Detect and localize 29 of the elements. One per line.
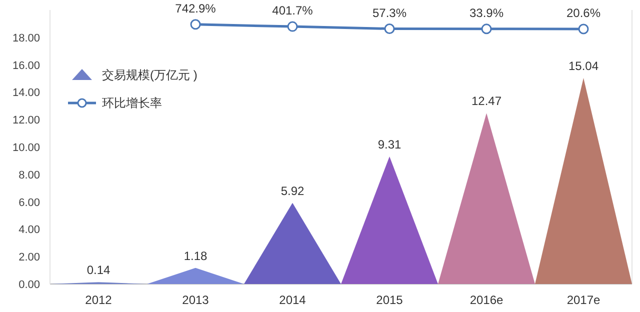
legend-label: 交易规模(万亿元 ) (102, 68, 198, 82)
data-label: 12.47 (471, 94, 502, 108)
y-tick-label: 12.00 (12, 114, 40, 127)
x-tick-label: 2012 (85, 293, 112, 307)
data-label: 0.14 (86, 263, 110, 278)
x-tick-label: 2017e (566, 293, 601, 307)
y-tick-label: 14.00 (12, 87, 40, 100)
y-tick-label: 16.00 (12, 60, 40, 72)
x-tick-label: 2014 (279, 293, 306, 307)
y-tick-label: 6.00 (18, 196, 40, 209)
data-label: 5.92 (280, 184, 304, 198)
x-tick-label: 2016e (470, 293, 504, 307)
x-tick-label: 2015 (376, 293, 404, 307)
y-tick-label: 0.00 (18, 279, 40, 291)
y-tick-label: 4.00 (18, 224, 40, 236)
y-tick-label: 18.00 (12, 32, 40, 44)
x-tick-label: 2013 (182, 293, 210, 307)
data-label: 742.9% (175, 1, 216, 16)
y-tick-label: 10.00 (12, 142, 40, 154)
data-label: 15.04 (568, 58, 599, 73)
data-label: 401.7% (272, 4, 314, 18)
y-tick-label: 8.00 (18, 169, 40, 182)
data-label: 20.6% (566, 6, 601, 20)
data-label: 57.3% (372, 6, 407, 20)
data-label: 1.18 (184, 248, 208, 263)
legend-label: 环比增长率 (102, 96, 162, 110)
y-tick-label: 2.00 (18, 252, 40, 264)
data-label: 33.9% (469, 6, 504, 20)
data-label: 9.31 (378, 137, 402, 152)
